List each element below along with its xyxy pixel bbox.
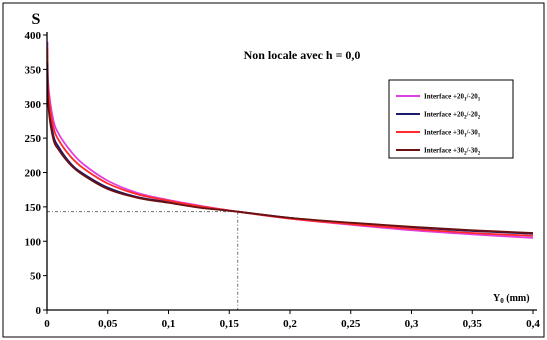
x-tick-label: 0,2 [283,318,297,330]
legend-box [388,79,514,159]
series-group [46,41,534,239]
x-tick-label: 0,25 [341,318,361,330]
chart-title: Non locale avec h = 0,0 [244,48,361,62]
legend-label-3: Interface +301/-301 [424,129,481,139]
x-axis-title-sub: 0 [500,297,504,305]
y-tick-label: 100 [25,236,42,248]
x-tick-label: 0,4 [526,318,540,330]
y-tick-label: 400 [25,30,42,42]
ticks: 0 50 100 150 200 250 300 350 400 0 0,05 0,1 0,15 0,2 0… [25,30,541,330]
series-line-3 [46,48,534,237]
x-tick-label: 0,3 [405,318,419,330]
x-tick-label: 0,15 [220,318,240,330]
x-axis-title-main: Y [493,293,501,304]
series-line-4 [46,62,534,234]
y-tick-label: 150 [25,202,42,214]
legend: Interface +201/-201 Interface +202/-202 In… [388,79,514,159]
y-tick-label: 50 [30,271,42,283]
x-tick-label: 0 [44,318,50,330]
x-tick-label: 0,35 [463,318,483,330]
legend-label-2: Interface +202/-202 [424,111,481,121]
legend-label-4: Interface +302/-302 [424,147,481,157]
x-axis-title-suffix: (mm) [504,293,530,304]
x-tick-label: 0,1 [162,318,176,330]
legend-label-1: Interface +201/-201 [424,93,481,103]
y-tick-label: 350 [25,64,42,76]
y-tick-label: 0 [36,305,42,317]
y-tick-label: 200 [25,168,42,180]
y-tick-label: 300 [25,99,42,111]
series-line-1 [46,41,534,239]
y-tick-label: 250 [25,133,42,145]
y-axis-title: S [32,11,41,28]
x-axis-title: Y0 (mm) [493,293,530,305]
x-tick-label: 0,05 [98,318,118,330]
reference-lines [47,211,239,310]
axes [46,32,537,311]
